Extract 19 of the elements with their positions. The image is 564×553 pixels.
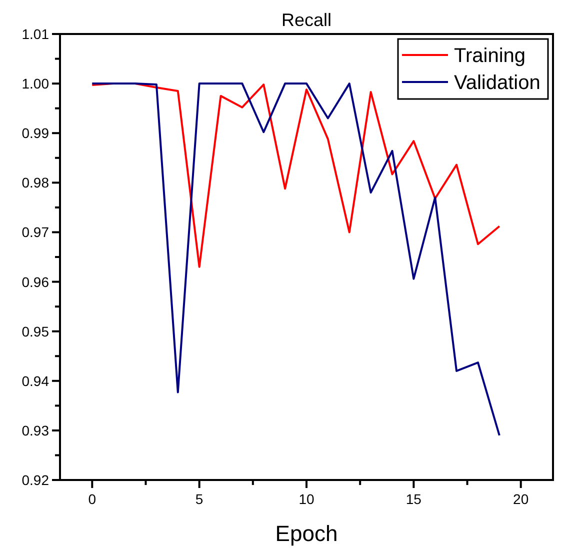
y-tick-label: 1.00	[22, 76, 50, 92]
y-tick-label: 0.93	[22, 422, 50, 438]
x-tick-label: 5	[195, 491, 204, 507]
y-tick-label: 0.98	[22, 174, 50, 191]
y-tick-label: 0.99	[22, 125, 50, 142]
x-tick-label: 20	[513, 491, 529, 507]
legend-label: Training	[454, 45, 526, 67]
x-tick-label: 10	[298, 491, 314, 507]
chart-title: Recall	[281, 10, 332, 30]
y-tick-label: 1.01	[22, 26, 50, 42]
x-tick-label: 15	[406, 491, 422, 507]
x-tick-label: 0	[88, 491, 96, 507]
y-tick-label: 0.97	[22, 224, 50, 240]
y-tick-label: 0.92	[22, 472, 50, 488]
x-axis-title: Epoch	[275, 521, 338, 546]
y-tick-label: 0.94	[22, 372, 50, 389]
legend-label: Validation	[454, 72, 540, 94]
y-tick-label: 0.95	[22, 323, 50, 340]
y-tick-label: 0.96	[22, 274, 50, 290]
